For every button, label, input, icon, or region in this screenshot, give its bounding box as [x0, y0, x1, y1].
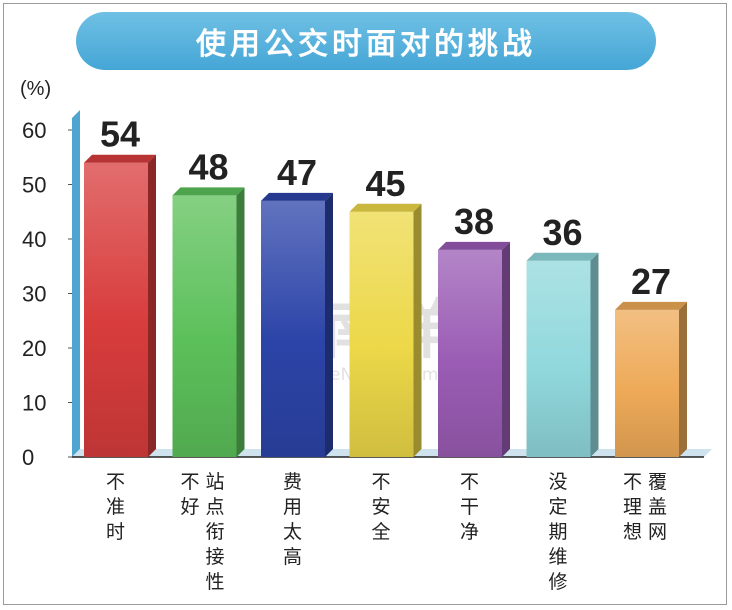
bar-side	[590, 252, 599, 457]
bar-front	[172, 195, 237, 457]
chart-title: 使用公交时面对的挑战	[196, 27, 536, 62]
bar-value-label: 54	[100, 114, 140, 155]
bar-value-label: 48	[188, 146, 228, 187]
bar-top	[526, 252, 599, 261]
bar: 54	[84, 114, 156, 457]
bar-value-label: 27	[631, 261, 671, 302]
bar-top	[349, 203, 422, 212]
x-tick-label-column: 不干净	[460, 471, 480, 543]
x-tick-label: 覆盖网不理想	[623, 470, 667, 545]
y-axis-unit-label: (%)	[20, 78, 52, 100]
x-tick-label: 不安全	[372, 470, 391, 545]
chart-frame	[3, 3, 727, 605]
x-tick-label-column: 站点衔接性	[205, 471, 225, 593]
bar-value-label: 47	[277, 152, 317, 193]
y-tick-label: 20	[22, 336, 46, 361]
x-tick-label: 不干净	[460, 470, 479, 545]
bar-top	[261, 192, 333, 201]
bar-front	[526, 260, 591, 457]
x-tick-label: 站点衔接性不好	[181, 470, 225, 595]
x-tick-label: 没定期维修	[549, 470, 568, 595]
bar-top	[438, 241, 510, 250]
bar-side	[502, 241, 510, 457]
bar-front	[84, 162, 148, 457]
bar: 47	[261, 152, 333, 457]
bar-front	[349, 211, 414, 457]
bar-side	[325, 192, 333, 457]
bar-side	[413, 203, 422, 457]
bar-side	[236, 187, 245, 457]
x-tick-label-column: 覆盖网	[648, 471, 668, 543]
bar-top	[172, 187, 245, 196]
y-tick-label: 30	[22, 282, 46, 307]
bar-value-label: 36	[542, 212, 582, 253]
bar-value-label: 38	[454, 201, 494, 242]
y-tick-label: 10	[22, 391, 46, 416]
bar-front	[438, 249, 502, 457]
title-banner: 使用公交时面对的挑战	[76, 12, 656, 70]
x-tick-label-column: 不准时	[106, 471, 126, 543]
y-tick-label: 0	[22, 445, 34, 470]
bar-value-label: 45	[365, 163, 405, 204]
bar: 27	[615, 261, 687, 457]
x-tick-label: 不准时	[106, 470, 125, 545]
y-tick-label: 50	[22, 173, 46, 198]
bar: 38	[438, 201, 510, 457]
y-tick-label: 40	[22, 227, 46, 252]
axis-wall	[72, 110, 80, 457]
bars-group: 54 48 47 45 38 36 27	[84, 114, 687, 457]
bar-side	[679, 301, 687, 457]
bar: 45	[349, 163, 422, 457]
bar-front	[615, 309, 679, 457]
bar-top	[84, 154, 156, 163]
x-tick-label-column: 没定期维修	[548, 471, 568, 593]
bar-side	[148, 154, 156, 457]
x-tick-label: 费用太高	[283, 470, 302, 570]
bar-front	[261, 200, 325, 457]
x-tick-label-column: 不好	[180, 471, 200, 518]
y-tick-label: 60	[22, 118, 46, 143]
bar: 36	[526, 212, 599, 457]
x-tick-label-column: 不理想	[623, 471, 643, 543]
x-tick-label-column: 费用太高	[283, 471, 303, 568]
bar: 48	[172, 146, 245, 457]
bar-top	[615, 301, 687, 310]
x-tick-label-column: 不安全	[371, 471, 391, 543]
